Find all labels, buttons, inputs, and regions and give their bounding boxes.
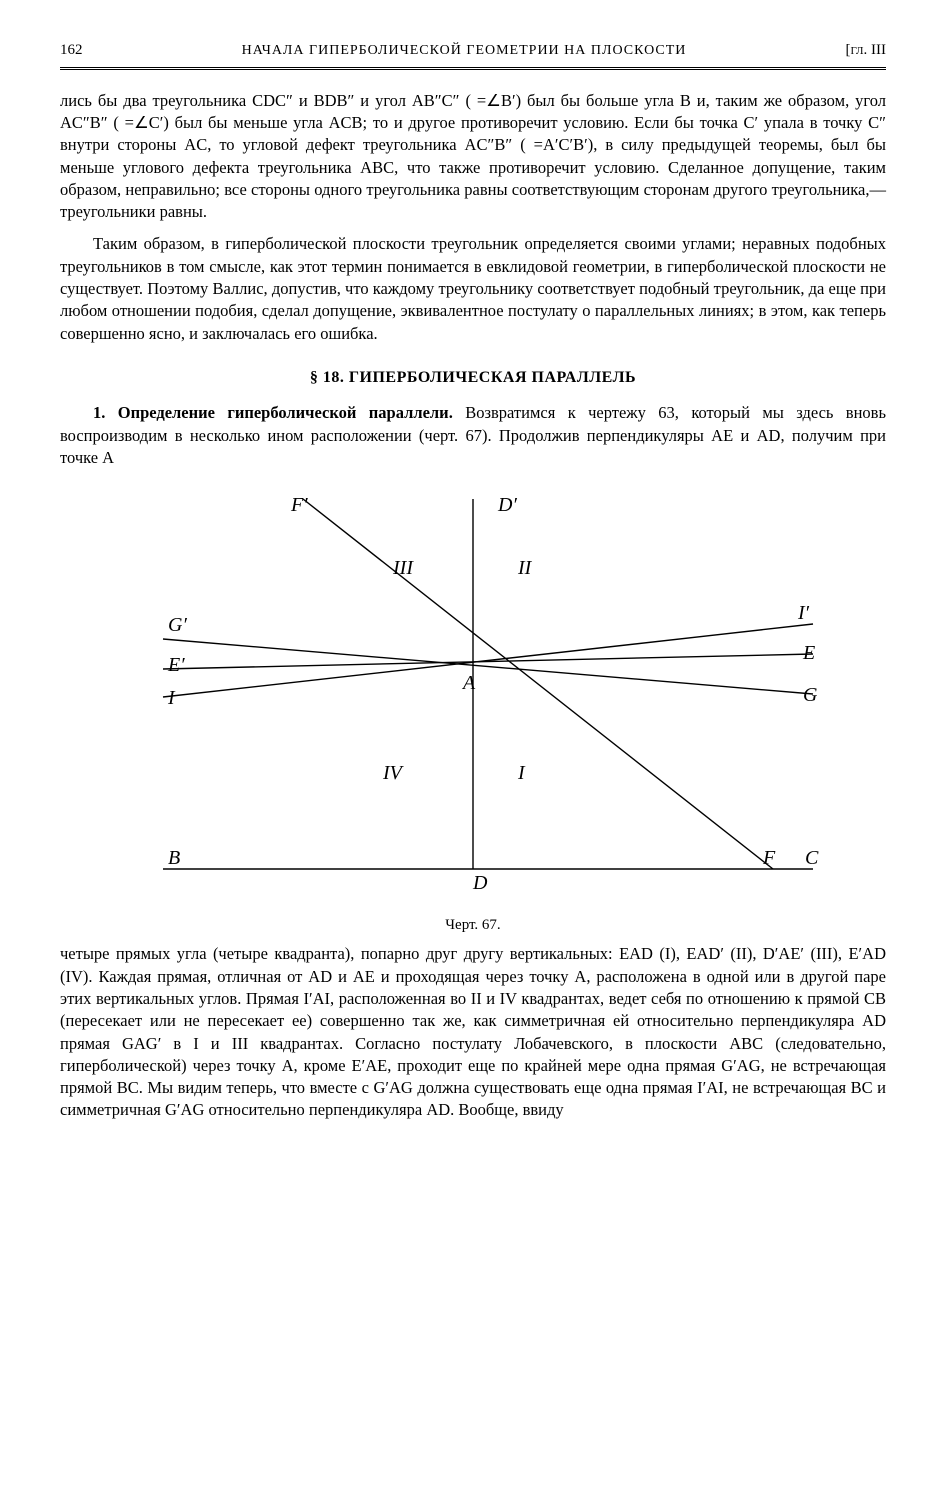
svg-text:E′: E′: [167, 654, 185, 676]
svg-text:B: B: [168, 847, 180, 869]
svg-text:F: F: [762, 847, 776, 869]
figure-svg: F′D′IIIIIG′E′II′EGAIVIBDFC: [113, 479, 833, 909]
header-title: НАЧАЛА ГИПЕРБОЛИЧЕСКОЙ ГЕОМЕТРИИ НА ПЛОС…: [242, 42, 687, 61]
chapter-ref: [гл. III: [846, 40, 886, 60]
svg-text:D′: D′: [497, 494, 517, 516]
section-title: § 18. ГИПЕРБОЛИЧЕСКАЯ ПАРАЛЛЕЛЬ: [60, 367, 886, 389]
paragraph-3: 1. Определение гиперболической параллели…: [60, 402, 886, 469]
svg-text:III: III: [392, 557, 414, 579]
svg-text:D: D: [472, 872, 488, 894]
svg-text:C: C: [805, 847, 819, 869]
svg-text:I: I: [517, 762, 526, 784]
svg-text:A: A: [461, 672, 476, 694]
figure-67: F′D′IIIIIG′E′II′EGAIVIBDFC Черт. 67.: [60, 479, 886, 935]
svg-text:II: II: [517, 557, 533, 579]
svg-text:I: I: [167, 687, 176, 709]
svg-text:E: E: [802, 642, 815, 664]
subsection-heading: 1. Определение гиперболической параллели…: [93, 403, 453, 422]
svg-text:G′: G′: [168, 614, 187, 636]
figure-caption: Черт. 67.: [60, 915, 886, 935]
paragraph-4: четыре прямых угла (четыре квадранта), п…: [60, 943, 886, 1121]
svg-text:F′: F′: [290, 494, 308, 516]
svg-text:G: G: [803, 684, 818, 706]
page-header: 162 НАЧАЛА ГИПЕРБОЛИЧЕСКОЙ ГЕОМЕТРИИ НА …: [60, 40, 886, 70]
svg-text:IV: IV: [382, 762, 405, 784]
paragraph-1: лись бы два треугольника CDC″ и BDB″ и у…: [60, 90, 886, 224]
paragraph-2: Таким образом, в гиперболической плоскос…: [60, 233, 886, 344]
svg-text:I′: I′: [797, 602, 810, 624]
page-number: 162: [60, 40, 83, 60]
